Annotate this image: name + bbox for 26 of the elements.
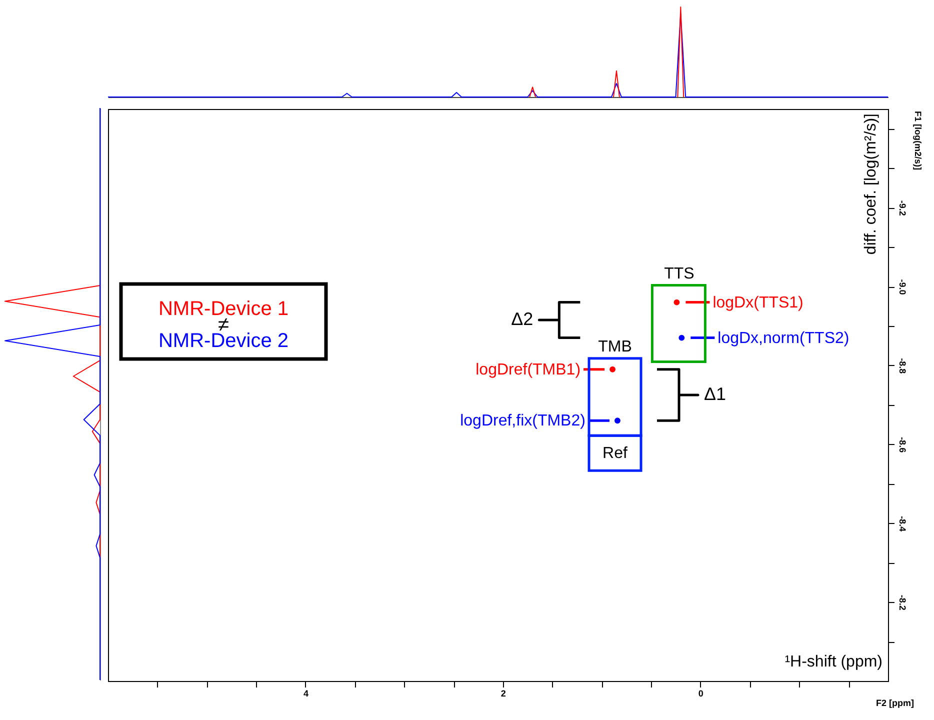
text: F1 [log(m2/s)] [913, 111, 923, 170]
y-tick-label: -8.6 [898, 437, 908, 453]
data-label: logDx(TTS1) [712, 294, 804, 312]
point [678, 334, 685, 341]
point [610, 366, 616, 372]
data-label: logDref(TMB1) [476, 361, 581, 378]
y-tick-label: -8.4 [898, 516, 908, 532]
point [614, 418, 620, 424]
y-axis-title: diff. coef. [log(m²/s)] [862, 114, 880, 255]
annotation: Δ1 [704, 384, 726, 404]
data-label: logDx,norm(TTS2) [718, 330, 850, 347]
text: F2 [ppm] [876, 698, 914, 708]
data-label: logDref,fix(TMB2) [460, 412, 586, 430]
y-tick-label: -8.2 [898, 594, 908, 610]
y-tick-label: -8.8 [898, 358, 908, 374]
annotation: TMB [598, 338, 632, 356]
annotation: Ref [602, 445, 628, 462]
x-tick-label: 0 [698, 688, 704, 698]
point [674, 299, 680, 306]
y-tick-label: -9.2 [898, 200, 908, 216]
y-tick-label: -9.0 [898, 279, 908, 295]
x-tick-label: 4 [303, 688, 308, 698]
x-axis-title: ¹H-shift (ppm) [784, 654, 882, 670]
annotation: Δ2 [511, 309, 534, 330]
annotation: TTS [664, 265, 694, 282]
x-tick-label: 2 [500, 688, 506, 698]
